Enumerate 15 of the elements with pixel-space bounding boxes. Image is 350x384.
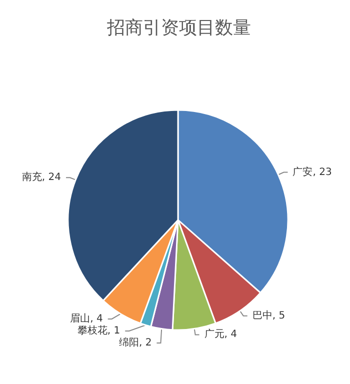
data-label: , 4 [224,329,238,340]
chart-title: 招商引资项目数量 [106,18,251,38]
data-label: , 4 [90,313,103,324]
data-label: , 23 [312,166,332,178]
data-label: , 1 [107,325,120,336]
slice-label: 广元 [204,328,224,340]
data-label: , 5 [272,310,286,322]
slice-label: 攀枝花 [77,324,108,336]
data-label: , 2 [138,337,152,348]
data-label: , 24 [42,172,62,184]
slice-label: 南充 [22,171,42,184]
slice-label: 广安 [292,166,313,178]
slice-label: 绵阳 [118,336,139,348]
slice-label: 巴中 [252,309,272,322]
slice-label: 眉山 [70,312,90,324]
